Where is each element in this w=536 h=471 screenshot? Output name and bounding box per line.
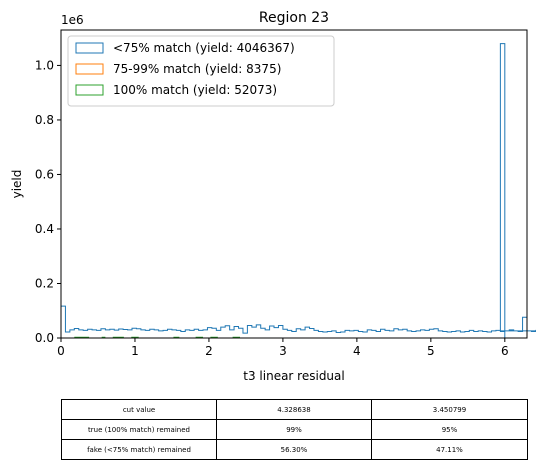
table-cell: true (100% match) remained <box>61 419 217 440</box>
x-tick-label: 2 <box>205 344 213 358</box>
legend: <75% match (yield: 4046367) 75-99% match … <box>67 35 335 107</box>
x-tick-label: 6 <box>501 344 509 358</box>
y-axis-ticks: 0.0 0.2 0.4 0.6 0.8 1.0 <box>35 58 61 345</box>
table-row: true (100% match) remained 99% 95% <box>61 419 528 440</box>
y-axis-label: yield <box>10 170 24 199</box>
y-tick-label: 0.0 <box>35 331 54 345</box>
table-cell: 4.328638 <box>216 399 372 420</box>
x-axis-ticks: 0 1 2 3 4 5 6 <box>57 338 509 358</box>
histogram-chart: 0 1 2 3 4 5 6 0.0 0.2 0.4 0.6 0.8 1.0 Region 23 t3 … <box>10 10 536 383</box>
legend-label: 100% match (yield: 52073) <box>113 83 277 97</box>
table-cell: fake (<75% match) remained <box>61 439 217 460</box>
legend-frame <box>67 35 335 107</box>
y-tick-label: 0.8 <box>35 113 54 127</box>
y-tick-label: 0.6 <box>35 167 54 181</box>
table-row: fake (<75% match) remained 56.30% 47.11% <box>61 439 528 460</box>
x-axis-label: t3 linear residual <box>243 369 344 383</box>
x-tick-label: 1 <box>131 344 139 358</box>
table-cell: 95% <box>371 419 528 440</box>
plot-frame <box>60 29 528 339</box>
x-tick-label: 0 <box>57 344 65 358</box>
x-tick-label: 3 <box>279 344 287 358</box>
table-cell: 47.11% <box>371 439 528 460</box>
x-tick-label: 4 <box>353 344 361 358</box>
y-tick-label: 0.4 <box>35 222 54 236</box>
table-cell: cut value <box>61 399 217 420</box>
table-cell: 56.30% <box>216 439 372 460</box>
y-offset-text: 1e6 <box>61 13 84 27</box>
table-cell: 3.450799 <box>371 399 528 420</box>
y-tick-label: 0.2 <box>35 276 54 290</box>
legend-label: <75% match (yield: 4046367) <box>113 41 295 55</box>
chart-title: Region 23 <box>259 10 329 26</box>
legend-swatch <box>75 63 104 75</box>
legend-swatch <box>75 84 104 96</box>
series-match-lt75-histogram <box>60 43 536 338</box>
table-cell: 99% <box>216 419 372 440</box>
table-row: cut value 4.328638 3.450799 <box>61 399 528 420</box>
y-tick-label: 1.0 <box>35 58 54 72</box>
legend-swatch <box>75 42 104 54</box>
cut-summary-table: cut value 4.328638 3.450799 true (100% m… <box>61 399 528 460</box>
legend-label: 75-99% match (yield: 8375) <box>113 62 281 76</box>
x-tick-label: 5 <box>427 344 435 358</box>
